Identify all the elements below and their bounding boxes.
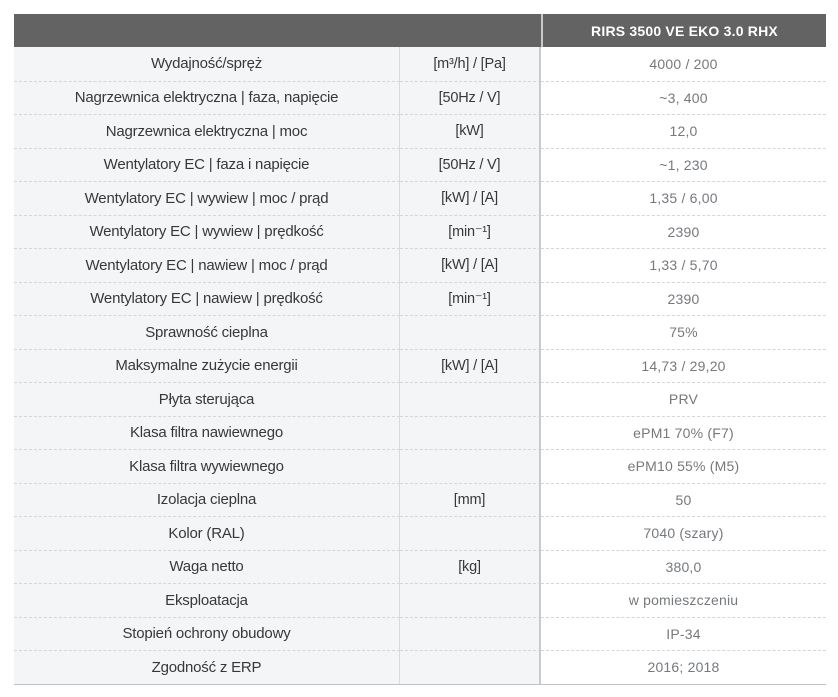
value-cell: 75% bbox=[541, 315, 826, 349]
value-cell: ~1, 230 bbox=[541, 147, 826, 181]
table-row: Wentylatory EC | wywiew | moc / prąd [kW… bbox=[14, 181, 826, 215]
table-row: Płyta sterująca PRV bbox=[14, 382, 826, 416]
spec-table: RIRS 3500 VE EKO 3.0 RHX Wydajność/spręż… bbox=[14, 14, 826, 685]
value-cell: 50 bbox=[541, 482, 826, 516]
parameter-cell: Wentylatory EC | nawiew | moc / prąd bbox=[14, 248, 400, 282]
value-cell: w pomieszczeniu bbox=[541, 583, 826, 617]
table-row: Nagrzewnica elektryczna | faza, napięcie… bbox=[14, 80, 826, 114]
value-cell: 1,33 / 5,70 bbox=[541, 248, 826, 282]
value-cell: ~3, 400 bbox=[541, 80, 826, 114]
parameter-cell: Wentylatory EC | wywiew | moc / prąd bbox=[14, 181, 400, 215]
unit-cell bbox=[400, 315, 541, 349]
unit-cell bbox=[400, 650, 541, 684]
unit-cell: [kW] bbox=[400, 114, 541, 148]
unit-cell: [min⁻¹] bbox=[400, 214, 541, 248]
parameter-cell: Waga netto bbox=[14, 549, 400, 583]
unit-cell bbox=[400, 449, 541, 483]
unit-cell: [kW] / [A] bbox=[400, 181, 541, 215]
product-model-header: RIRS 3500 VE EKO 3.0 RHX bbox=[541, 14, 826, 47]
value-cell: 4000 / 200 bbox=[541, 47, 826, 81]
value-cell: 380,0 bbox=[541, 549, 826, 583]
value-cell: ePM10 55% (M5) bbox=[541, 449, 826, 483]
table-row: Kolor (RAL) 7040 (szary) bbox=[14, 516, 826, 550]
parameter-cell: Wentylatory EC | nawiew | prędkość bbox=[14, 281, 400, 315]
unit-cell: [kg] bbox=[400, 549, 541, 583]
unit-cell: [50Hz / V] bbox=[400, 147, 541, 181]
value-cell: 2390 bbox=[541, 281, 826, 315]
table-row: Stopień ochrony obudowy IP-34 bbox=[14, 616, 826, 650]
parameter-cell: Eksploatacja bbox=[14, 583, 400, 617]
table-row: Zgodność z ERP 2016; 2018 bbox=[14, 650, 826, 684]
table-row: Izolacja cieplna [mm] 50 bbox=[14, 482, 826, 516]
table-row: Maksymalne zużycie energii [kW] / [A] 14… bbox=[14, 348, 826, 382]
parameter-cell: Nagrzewnica elektryczna | faza, napięcie bbox=[14, 80, 400, 114]
unit-cell: [kW] / [A] bbox=[400, 248, 541, 282]
unit-cell bbox=[400, 415, 541, 449]
parameter-cell: Izolacja cieplna bbox=[14, 482, 400, 516]
value-cell: ePM1 70% (F7) bbox=[541, 415, 826, 449]
unit-cell: [50Hz / V] bbox=[400, 80, 541, 114]
parameter-cell: Zgodność z ERP bbox=[14, 650, 400, 684]
table-row: Waga netto [kg] 380,0 bbox=[14, 549, 826, 583]
parameter-cell: Płyta sterująca bbox=[14, 382, 400, 416]
parameter-cell: Kolor (RAL) bbox=[14, 516, 400, 550]
spec-table-header: RIRS 3500 VE EKO 3.0 RHX bbox=[14, 14, 826, 47]
table-row: Wentylatory EC | nawiew | moc / prąd [kW… bbox=[14, 248, 826, 282]
table-row: Nagrzewnica elektryczna | moc [kW] 12,0 bbox=[14, 114, 826, 148]
unit-cell bbox=[400, 382, 541, 416]
parameter-cell: Stopień ochrony obudowy bbox=[14, 616, 400, 650]
unit-cell: [kW] / [A] bbox=[400, 348, 541, 382]
value-cell: PRV bbox=[541, 382, 826, 416]
unit-cell bbox=[400, 583, 541, 617]
parameter-cell: Sprawność cieplna bbox=[14, 315, 400, 349]
parameter-cell: Wydajność/spręż bbox=[14, 47, 400, 81]
unit-cell bbox=[400, 616, 541, 650]
table-row: Klasa filtra nawiewnego ePM1 70% (F7) bbox=[14, 415, 826, 449]
parameter-cell: Nagrzewnica elektryczna | moc bbox=[14, 114, 400, 148]
value-cell: 2390 bbox=[541, 214, 826, 248]
value-cell: 12,0 bbox=[541, 114, 826, 148]
parameter-cell: Klasa filtra nawiewnego bbox=[14, 415, 400, 449]
value-cell: 14,73 / 29,20 bbox=[541, 348, 826, 382]
table-row: Eksploatacja w pomieszczeniu bbox=[14, 583, 826, 617]
unit-cell bbox=[400, 516, 541, 550]
parameter-cell: Klasa filtra wywiewnego bbox=[14, 449, 400, 483]
value-cell: 2016; 2018 bbox=[541, 650, 826, 684]
header-empty-cell bbox=[14, 14, 541, 47]
table-row: Klasa filtra wywiewnego ePM10 55% (M5) bbox=[14, 449, 826, 483]
table-row: Wentylatory EC | nawiew | prędkość [min⁻… bbox=[14, 281, 826, 315]
parameter-cell: Maksymalne zużycie energii bbox=[14, 348, 400, 382]
table-row: Wentylatory EC | wywiew | prędkość [min⁻… bbox=[14, 214, 826, 248]
table-row: Sprawność cieplna 75% bbox=[14, 315, 826, 349]
unit-cell: [m³/h] / [Pa] bbox=[400, 47, 541, 81]
unit-cell: [min⁻¹] bbox=[400, 281, 541, 315]
unit-cell: [mm] bbox=[400, 482, 541, 516]
value-cell: IP-34 bbox=[541, 616, 826, 650]
value-cell: 7040 (szary) bbox=[541, 516, 826, 550]
value-cell: 1,35 / 6,00 bbox=[541, 181, 826, 215]
table-row: Wentylatory EC | faza i napięcie [50Hz /… bbox=[14, 147, 826, 181]
spec-table-body: Wydajność/spręż [m³/h] / [Pa] 4000 / 200… bbox=[14, 47, 826, 684]
parameter-cell: Wentylatory EC | faza i napięcie bbox=[14, 147, 400, 181]
table-row: Wydajność/spręż [m³/h] / [Pa] 4000 / 200 bbox=[14, 47, 826, 81]
parameter-cell: Wentylatory EC | wywiew | prędkość bbox=[14, 214, 400, 248]
